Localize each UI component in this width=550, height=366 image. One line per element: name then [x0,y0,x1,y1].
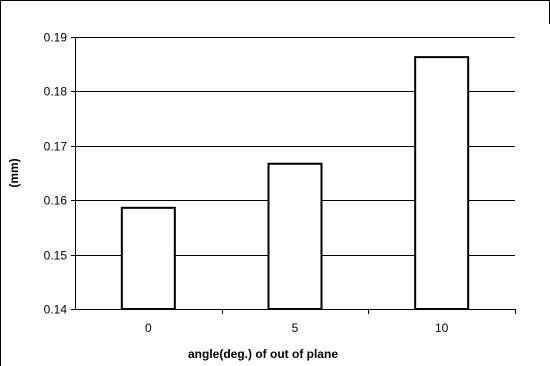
bars [120,56,470,310]
y-tick-label: 0.18 [44,85,68,99]
x-tick-label: 0 [145,321,152,335]
x-tick-labels: 0 5 10 [145,321,449,335]
y-tick-label: 0.17 [44,140,68,154]
bar [414,56,470,310]
y-axis-title: (mm) [7,158,21,187]
bar [120,206,176,310]
y-tick-label: 0.15 [44,249,68,263]
x-tick-label: 5 [292,321,299,335]
x-axis-title: angle(deg.) of out of plane [188,347,338,361]
x-tick-label: 10 [435,321,449,335]
axes [71,37,516,314]
y-tick-label: 0.19 [44,31,68,45]
bar [267,162,323,310]
y-tick-label: 0.16 [44,194,68,208]
y-tick-labels: 0.14 0.15 0.16 0.17 0.18 0.19 [44,31,68,317]
y-tick-label: 0.14 [44,303,68,317]
